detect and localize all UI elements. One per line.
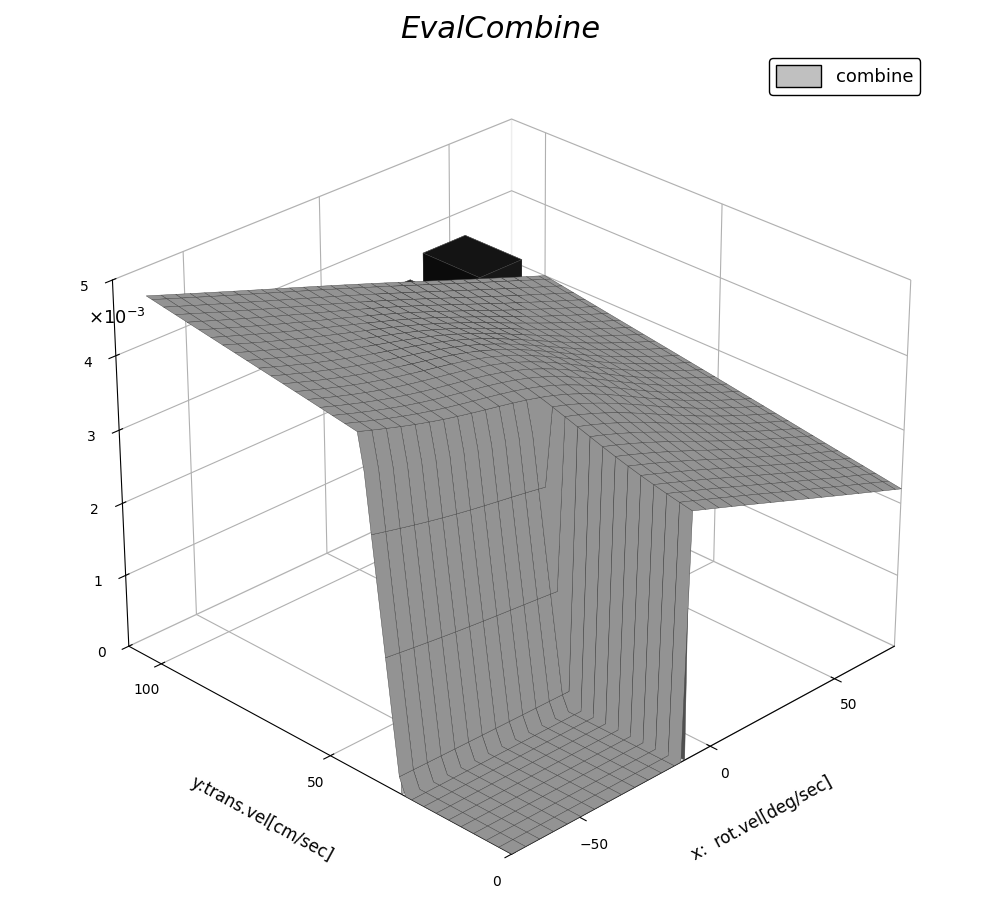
Y-axis label: y:trans.vel[cm/sec]: y:trans.vel[cm/sec] xyxy=(187,773,336,865)
X-axis label: x:  rot.vel[deg/sec]: x: rot.vel[deg/sec] xyxy=(688,773,835,864)
Text: $\times10^{-3}$: $\times10^{-3}$ xyxy=(88,308,145,328)
Legend: combine: combine xyxy=(769,58,920,95)
Title: EvalCombine: EvalCombine xyxy=(400,15,600,44)
